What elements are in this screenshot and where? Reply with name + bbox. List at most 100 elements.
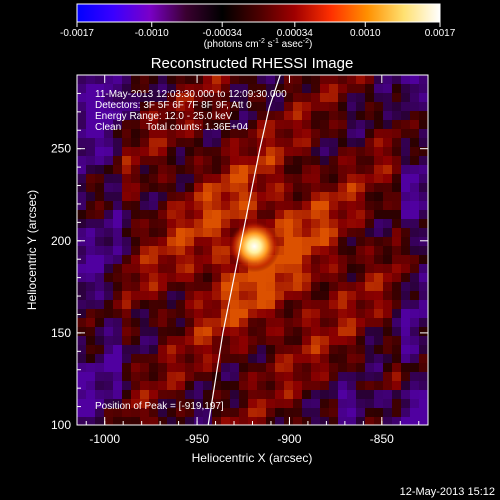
heatmap-cell <box>329 282 339 292</box>
heatmap-cell <box>410 84 420 94</box>
heatmap-cell <box>365 237 375 247</box>
heatmap-cell <box>185 201 195 211</box>
heatmap-cell <box>329 390 339 400</box>
heatmap-cell <box>122 174 132 184</box>
heatmap-cell <box>338 336 348 346</box>
heatmap-cell <box>248 156 258 166</box>
heatmap-cell <box>320 147 330 157</box>
heatmap-cell <box>113 408 123 418</box>
heatmap-cell <box>185 390 195 400</box>
heatmap-cell <box>266 111 276 121</box>
heatmap-cell <box>203 183 213 193</box>
heatmap-cell <box>329 300 339 310</box>
heatmap-cell <box>185 246 195 256</box>
heatmap-pixels <box>77 75 428 425</box>
heatmap-cell <box>86 210 96 220</box>
heatmap-cell <box>86 228 96 238</box>
heatmap-cell <box>311 417 321 425</box>
heatmap-cell <box>77 210 87 220</box>
heatmap-cell <box>374 309 384 319</box>
heatmap-cell <box>419 408 428 418</box>
heatmap-cell <box>293 282 303 292</box>
heatmap-cell <box>329 228 339 238</box>
heatmap-cell <box>410 381 420 391</box>
heatmap-cell <box>158 183 168 193</box>
heatmap-cell <box>149 345 159 355</box>
heatmap-cell <box>86 336 96 346</box>
heatmap-cell <box>356 228 366 238</box>
heatmap-cell <box>104 300 114 310</box>
heatmap-cell <box>257 120 267 130</box>
heatmap-cell <box>239 408 249 418</box>
heatmap-cell <box>293 381 303 391</box>
heatmap-cell <box>311 102 321 112</box>
heatmap-cell <box>167 210 177 220</box>
heatmap-cell <box>383 291 393 301</box>
heatmap-cell <box>167 246 177 256</box>
heatmap-cell <box>392 84 402 94</box>
heatmap-cell <box>419 201 428 211</box>
heatmap-cell <box>356 264 366 274</box>
heatmap-cell <box>77 318 87 328</box>
heatmap-cell <box>383 327 393 337</box>
heatmap-cell <box>257 354 267 364</box>
heatmap-cell <box>239 345 249 355</box>
heatmap-cell <box>392 381 402 391</box>
heatmap-cell <box>374 255 384 265</box>
heatmap-cell <box>167 354 177 364</box>
heatmap-cell <box>221 255 231 265</box>
heatmap-cell <box>176 138 186 148</box>
heatmap-cell <box>302 300 312 310</box>
heatmap-cell <box>221 93 231 103</box>
heatmap-cell <box>392 237 402 247</box>
heatmap-cell <box>185 228 195 238</box>
heatmap-cell <box>248 300 258 310</box>
heatmap-cell <box>293 372 303 382</box>
heatmap-cell <box>185 372 195 382</box>
heatmap-cell <box>293 84 303 94</box>
heatmap-cell <box>248 408 258 418</box>
heatmap-cell <box>338 210 348 220</box>
heatmap-cell <box>365 192 375 202</box>
heatmap-cell <box>194 201 204 211</box>
heatmap-cell <box>185 75 195 85</box>
heatmap-cell <box>122 228 132 238</box>
heatmap-cell <box>131 147 141 157</box>
heatmap-cell <box>122 399 132 409</box>
heatmap-cell <box>401 237 411 247</box>
heatmap-cell <box>176 390 186 400</box>
heatmap-cell <box>167 111 177 121</box>
heatmap-cell <box>392 282 402 292</box>
heatmap-cell <box>311 408 321 418</box>
heatmap-cell <box>86 381 96 391</box>
heatmap-cell <box>77 345 87 355</box>
heatmap-cell <box>86 363 96 373</box>
heatmap-cell <box>77 93 87 103</box>
heatmap-cell <box>401 174 411 184</box>
heatmap-cell <box>221 228 231 238</box>
heatmap-cell <box>194 273 204 283</box>
heatmap-cell <box>275 210 285 220</box>
heatmap-cell <box>329 192 339 202</box>
heatmap-cell <box>212 201 222 211</box>
heatmap-cell <box>257 201 267 211</box>
heatmap-cell <box>167 93 177 103</box>
heatmap-cell <box>320 255 330 265</box>
heatmap-cell <box>374 408 384 418</box>
heatmap-cell <box>419 327 428 337</box>
heatmap-cell <box>176 174 186 184</box>
heatmap-cell <box>158 75 168 85</box>
heatmap-cell <box>122 210 132 220</box>
colorbar-ticks: -0.0017 -0.0010 -0.00034 0.00034 0.0010 0.001… <box>60 22 456 39</box>
heatmap-cell <box>392 102 402 112</box>
heatmap-cell <box>383 390 393 400</box>
heatmap-cell <box>266 327 276 337</box>
heatmap-cell <box>203 300 213 310</box>
heatmap-cell <box>392 165 402 175</box>
heatmap-cell <box>95 93 105 103</box>
heatmap-cell <box>185 300 195 310</box>
heatmap-cell <box>221 219 231 229</box>
heatmap-cell <box>212 237 222 247</box>
heatmap-cell <box>203 264 213 274</box>
heatmap-cell <box>149 381 159 391</box>
